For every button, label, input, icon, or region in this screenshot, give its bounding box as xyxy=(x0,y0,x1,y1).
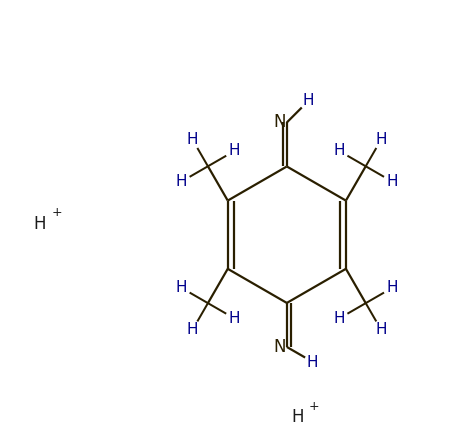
Text: H: H xyxy=(375,132,387,147)
Text: H: H xyxy=(387,174,398,189)
Text: H: H xyxy=(333,144,345,158)
Text: H: H xyxy=(333,311,345,326)
Text: H: H xyxy=(291,408,304,427)
Text: N: N xyxy=(273,338,286,356)
Text: H: H xyxy=(176,174,187,189)
Text: H: H xyxy=(34,215,46,233)
Text: H: H xyxy=(176,280,187,295)
Text: H: H xyxy=(229,144,241,158)
Text: N: N xyxy=(273,113,286,132)
Text: H: H xyxy=(306,355,318,370)
Text: +: + xyxy=(309,400,320,413)
Text: H: H xyxy=(303,93,314,108)
Text: H: H xyxy=(375,323,387,337)
Text: H: H xyxy=(229,311,241,326)
Text: H: H xyxy=(387,280,398,295)
Text: H: H xyxy=(187,323,198,337)
Text: H: H xyxy=(187,132,198,147)
Text: +: + xyxy=(51,206,62,219)
